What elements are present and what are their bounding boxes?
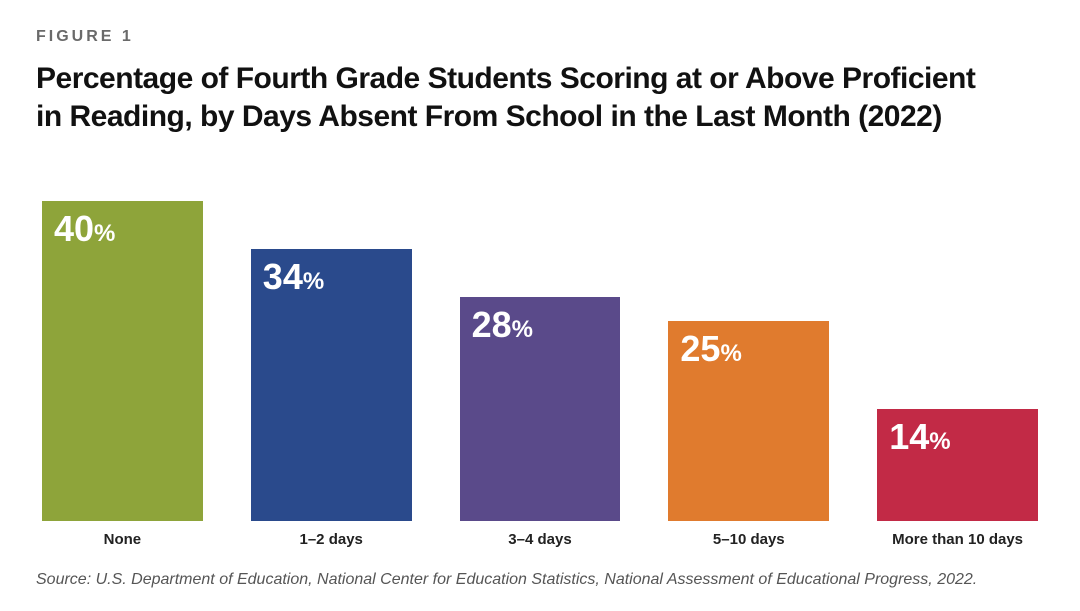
- bar-value-label: 40%: [54, 211, 115, 247]
- bar: 25%: [668, 321, 829, 521]
- bar: 28%: [460, 297, 621, 521]
- bar-category-label: 5–10 days: [668, 531, 829, 548]
- bar: 34%: [251, 249, 412, 521]
- bar-value-label: 28%: [472, 307, 533, 343]
- bar-category-label: More than 10 days: [877, 531, 1038, 548]
- bar-column: 14% More than 10 days: [877, 409, 1038, 548]
- figure-container: FIGURE 1 Percentage of Fourth Grade Stud…: [0, 0, 1080, 611]
- bar-column: 28% 3–4 days: [460, 297, 621, 548]
- bar-category-label: 3–4 days: [460, 531, 621, 548]
- bar-column: 25% 5–10 days: [668, 321, 829, 548]
- bar-category-label: 1–2 days: [251, 531, 412, 548]
- bar-value-label: 25%: [680, 331, 741, 367]
- bar-value-label: 34%: [263, 259, 324, 295]
- bar-value-label: 14%: [889, 419, 950, 455]
- figure-title: Percentage of Fourth Grade Students Scor…: [36, 60, 996, 135]
- bar-chart: 40% None 34% 1–2 days 28% 3–4 days 25% 5–10 day…: [36, 145, 1044, 548]
- figure-source: Source: U.S. Department of Education, Na…: [36, 570, 1044, 591]
- figure-number: FIGURE 1: [36, 28, 1044, 46]
- bar-column: 34% 1–2 days: [251, 249, 412, 548]
- bar-column: 40% None: [42, 201, 203, 548]
- bar: 14%: [877, 409, 1038, 521]
- bar: 40%: [42, 201, 203, 521]
- bar-category-label: None: [42, 531, 203, 548]
